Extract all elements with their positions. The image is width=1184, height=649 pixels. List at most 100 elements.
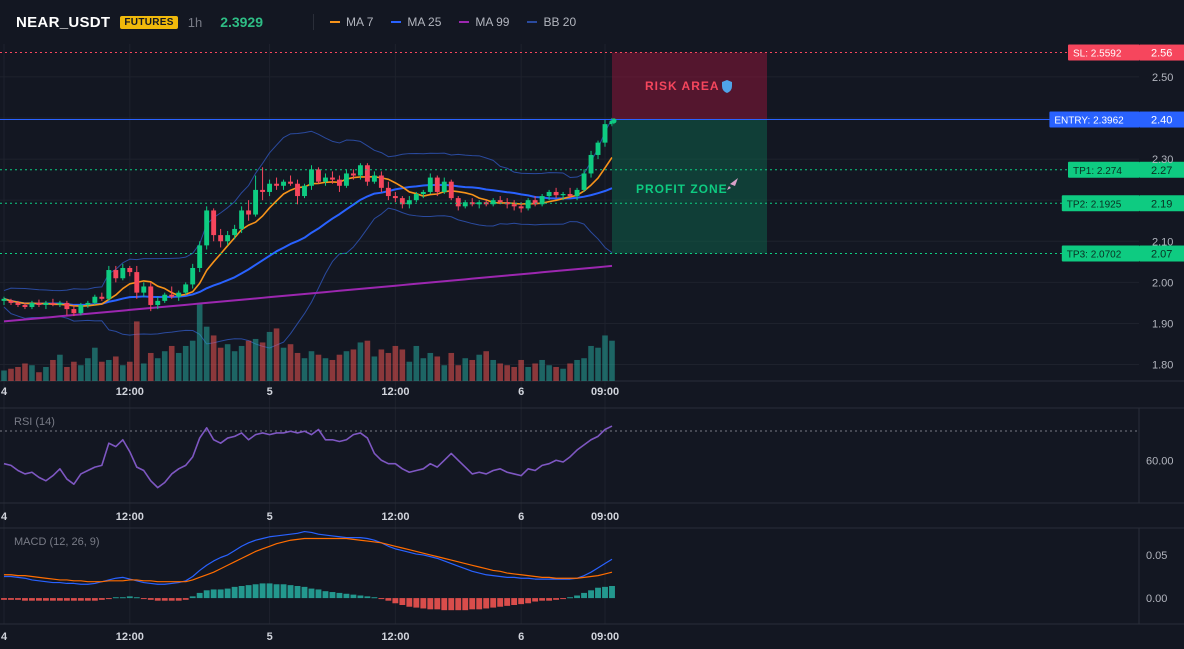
candle-body[interactable] [57,302,63,305]
candle-body[interactable] [539,196,545,205]
candle-body[interactable] [455,198,461,207]
candle-body[interactable] [316,169,321,182]
candle-body[interactable] [64,302,70,310]
profit-zone[interactable] [612,119,767,254]
candle-body[interactable] [497,200,503,203]
candle-body[interactable] [274,183,279,186]
candle-body[interactable] [8,300,14,303]
candle-body[interactable] [392,196,398,199]
candle-body[interactable] [260,189,266,192]
candle-body[interactable] [36,302,42,305]
candle-body[interactable] [232,228,238,236]
candle-body[interactable] [385,187,391,197]
candle-body[interactable] [602,124,608,143]
candle-body[interactable] [553,191,559,196]
candle-body[interactable] [399,198,405,205]
candle-body[interactable] [246,210,252,215]
legend-ma25[interactable]: MA 25 [391,15,441,29]
candle-body[interactable] [92,296,98,303]
sl-label-tag[interactable] [1068,44,1140,61]
candle-body[interactable] [218,235,224,242]
candle-body[interactable] [581,173,587,190]
candle-body[interactable] [427,177,433,192]
candle-body[interactable] [113,270,119,279]
candle-body[interactable] [204,210,210,246]
candle-body[interactable] [99,296,105,299]
candle-body[interactable] [43,302,49,305]
candle-body[interactable] [518,206,524,209]
candle-body[interactable] [309,169,314,186]
candle-body[interactable] [476,202,482,205]
candle-body[interactable] [15,302,21,305]
candle-body[interactable] [183,284,189,293]
risk-area-zone[interactable] [612,52,767,120]
candle-body[interactable] [267,183,273,192]
candle-body[interactable] [364,165,370,182]
candle-body[interactable] [176,292,182,297]
candle-body[interactable] [155,300,161,305]
legend-bb20[interactable]: BB 20 [527,15,576,29]
candle-body[interactable] [532,200,538,205]
candle-body[interactable] [141,286,147,293]
candle-body[interactable] [281,181,286,186]
entry-label-tag[interactable] [1049,111,1140,128]
candle-body[interactable] [343,173,349,186]
candle-body[interactable] [78,304,84,314]
candle-body[interactable] [490,200,496,205]
tp1-label-tag[interactable] [1068,161,1140,178]
candle-body[interactable] [546,191,552,197]
candle-body[interactable] [420,191,426,195]
candle-body[interactable] [434,177,440,192]
candle-body[interactable] [169,294,175,297]
candle-body[interactable] [239,210,245,229]
candle-body[interactable] [190,267,196,285]
candle-body[interactable] [71,309,77,314]
candle-body[interactable] [469,202,475,205]
candle-body[interactable] [574,189,580,197]
timeframe-label[interactable]: 1h [187,14,203,30]
candle-body[interactable] [295,183,300,197]
candle-body[interactable] [120,267,126,279]
candle-body[interactable] [288,181,293,184]
candle-body[interactable] [357,165,363,176]
candle-body[interactable] [525,200,531,209]
candle-body[interactable] [211,210,217,236]
candle-body[interactable] [253,189,259,215]
candle-body[interactable] [441,181,447,192]
tp2-label-tag[interactable] [1061,195,1140,212]
candle-body[interactable] [127,267,133,273]
tp3-label-tag[interactable] [1061,245,1140,262]
candle-body[interactable] [225,235,231,242]
candle-body[interactable] [29,302,35,308]
symbol-name[interactable]: NEAR_USDT [16,13,111,31]
candle-body[interactable] [106,270,112,299]
candle-body[interactable] [406,200,412,205]
candle-body[interactable] [330,177,335,180]
candle-body[interactable] [350,173,356,176]
candle-body[interactable] [302,185,307,197]
candle-body[interactable] [85,302,91,305]
candle-body[interactable] [337,179,342,186]
candle-body[interactable] [588,154,594,174]
candle-body[interactable] [162,294,168,301]
candle-body[interactable] [413,194,419,201]
candle-body[interactable] [567,194,573,197]
candle-body[interactable] [595,142,601,155]
legend-ma99[interactable]: MA 99 [459,15,509,29]
candle-body[interactable] [22,304,28,308]
candle-body[interactable] [323,177,328,182]
candle-body[interactable] [511,204,517,207]
candle-body[interactable] [560,194,566,196]
candle-body[interactable] [1,298,7,301]
candle-body[interactable] [378,175,384,188]
candle-body[interactable] [148,286,154,305]
legend-ma7[interactable]: MA 7 [330,15,373,29]
candle-body[interactable] [504,202,510,205]
candle-body[interactable] [134,272,140,293]
candle-body[interactable] [197,245,203,268]
candle-body[interactable] [50,302,56,305]
candle-body[interactable] [371,175,377,182]
candle-body[interactable] [448,181,454,199]
candle-body[interactable] [462,202,468,207]
